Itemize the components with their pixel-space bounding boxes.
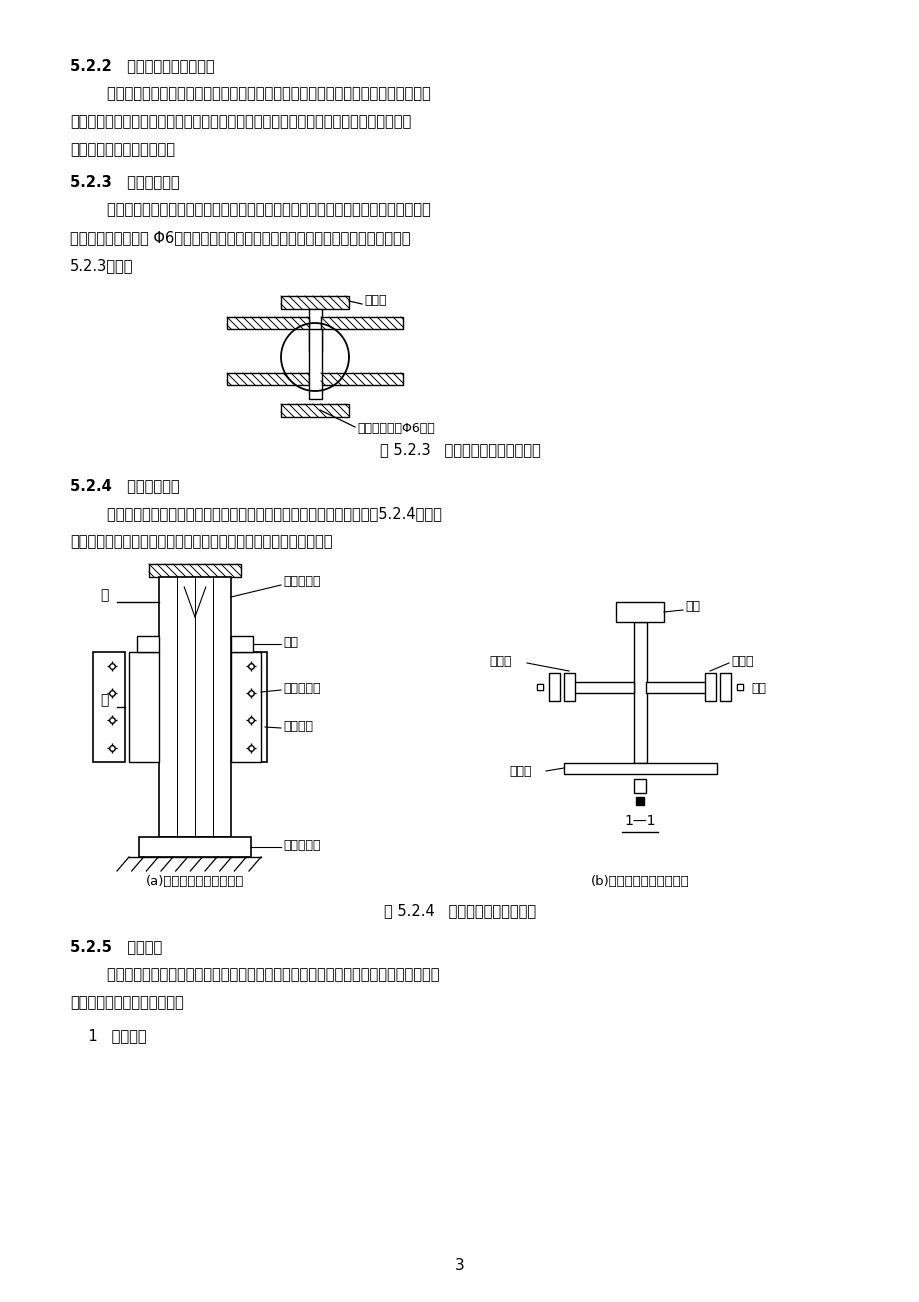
Text: 5.2.2   钢柱吊装前检查、核对: 5.2.2 钢柱吊装前检查、核对 bbox=[70, 59, 214, 73]
Bar bbox=[231, 652, 261, 762]
Text: 型钢柱: 型钢柱 bbox=[364, 294, 386, 307]
Bar bbox=[231, 635, 253, 652]
Bar bbox=[234, 652, 267, 762]
Bar bbox=[736, 684, 743, 690]
Bar bbox=[704, 673, 715, 700]
Bar bbox=[549, 673, 560, 700]
Text: 用起重机械（如：塔吊等）将核对无误的型钢柱垂直起吊至拟安装的部位，并在型钢: 用起重机械（如：塔吊等）将核对无误的型钢柱垂直起吊至拟安装的部位，并在型钢 bbox=[70, 202, 430, 217]
Bar bbox=[149, 564, 241, 577]
Bar bbox=[159, 577, 231, 837]
Text: 连接板: 连接板 bbox=[489, 655, 511, 668]
Bar bbox=[137, 635, 159, 652]
Bar bbox=[537, 684, 542, 690]
Bar bbox=[280, 404, 348, 417]
Text: 尺寸及运输过程中的变形情况，对变形部位进行修复处理。吊装前，技术人员应根据拟吊: 尺寸及运输过程中的变形情况，对变形部位进行修复处理。吊装前，技术人员应根据拟吊 bbox=[70, 115, 411, 129]
Bar bbox=[563, 763, 716, 773]
Text: 成品型钢柱进场后，技术人员应按照规范及图纸要求进行复核，并检查型钢柱的外形: 成品型钢柱进场后，技术人员应按照规范及图纸要求进行复核，并检查型钢柱的外形 bbox=[70, 86, 430, 102]
Text: 耳板: 耳板 bbox=[685, 600, 699, 613]
Text: 一: 一 bbox=[99, 693, 108, 707]
Text: 图 5.2.4   型钢柱临时固定示意图: 图 5.2.4 型钢柱临时固定示意图 bbox=[383, 904, 536, 918]
Text: 型钢柱吊装就位后，四周耳板用连接钢板夹紧并用螺栓临时固定，如图5.2.4所示。: 型钢柱吊装就位后，四周耳板用连接钢板夹紧并用螺栓临时固定，如图5.2.4所示。 bbox=[70, 506, 441, 521]
Text: 固定螺栓: 固定螺栓 bbox=[283, 720, 312, 733]
Bar bbox=[227, 372, 309, 385]
Text: 图 5.2.3   对接部位钢筋放置示意图: 图 5.2.3 对接部位钢筋放置示意图 bbox=[380, 441, 539, 457]
Text: 在型钢柱的轴线方向架设三台经纬仪，在型钢柱安装过程中对垂直度及轴线进行测量，: 在型钢柱的轴线方向架设三台经纬仪，在型钢柱安装过程中对垂直度及轴线进行测量， bbox=[70, 967, 439, 982]
Bar bbox=[563, 673, 574, 700]
Text: 1   轴线校正: 1 轴线校正 bbox=[70, 1029, 146, 1043]
Text: 连接板: 连接板 bbox=[731, 655, 753, 668]
Text: 上节型钢柱: 上节型钢柱 bbox=[283, 575, 320, 589]
Bar bbox=[720, 673, 731, 700]
Text: 型钢柱校正安装时，根据需要适当松开部分螺栓，校正后及时旋紧。: 型钢柱校正安装时，根据需要适当松开部分螺栓，校正后及时旋紧。 bbox=[70, 534, 332, 549]
Bar bbox=[280, 296, 348, 309]
Bar bbox=[129, 652, 159, 762]
Text: 5.2.3所示。: 5.2.3所示。 bbox=[70, 258, 133, 273]
Text: 1—1: 1—1 bbox=[624, 814, 655, 828]
Bar bbox=[568, 682, 633, 693]
Bar bbox=[616, 602, 664, 622]
Text: 两侧连接板: 两侧连接板 bbox=[283, 682, 320, 695]
Text: (a)型钢柱临时固定立面图: (a)型钢柱临时固定立面图 bbox=[145, 875, 244, 888]
Text: 直至该型钢柱校正安装完毕。: 直至该型钢柱校正安装完毕。 bbox=[70, 995, 184, 1010]
Text: (b)型钢柱临时固定剖面图: (b)型钢柱临时固定剖面图 bbox=[590, 875, 688, 888]
Text: 翼缘板: 翼缘板 bbox=[508, 766, 531, 779]
Text: 5.2.3   钢柱吊装就位: 5.2.3 钢柱吊装就位 bbox=[70, 174, 179, 189]
Bar bbox=[309, 329, 322, 398]
Text: 柱对接部位放置一圈 Φ6钢筋，预留出调整空间，方便后续的型钢柱校正等施工，如图: 柱对接部位放置一圈 Φ6钢筋，预留出调整空间，方便后续的型钢柱校正等施工，如图 bbox=[70, 230, 410, 245]
Bar bbox=[321, 316, 403, 329]
Text: 5.2.5   钢柱校正: 5.2.5 钢柱校正 bbox=[70, 939, 162, 954]
Text: 3: 3 bbox=[455, 1258, 464, 1273]
Bar bbox=[633, 622, 646, 763]
Text: 5.2.4   钢柱临时固定: 5.2.4 钢柱临时固定 bbox=[70, 478, 179, 493]
Bar bbox=[227, 316, 309, 329]
Bar bbox=[321, 372, 403, 385]
Text: 一: 一 bbox=[99, 589, 108, 602]
Bar bbox=[93, 652, 125, 762]
Text: 耳板: 耳板 bbox=[283, 635, 298, 648]
Bar bbox=[139, 837, 251, 857]
Bar bbox=[633, 779, 645, 793]
Bar bbox=[645, 682, 710, 693]
Text: 装的部位核对型钢柱型号。: 装的部位核对型钢柱型号。 bbox=[70, 142, 175, 158]
Text: 对接部位放置Φ6钢筋: 对接部位放置Φ6钢筋 bbox=[357, 422, 435, 435]
Text: 型钢柱基座: 型钢柱基座 bbox=[283, 838, 320, 852]
Text: 螺栓: 螺栓 bbox=[750, 682, 766, 695]
Bar bbox=[309, 309, 322, 352]
